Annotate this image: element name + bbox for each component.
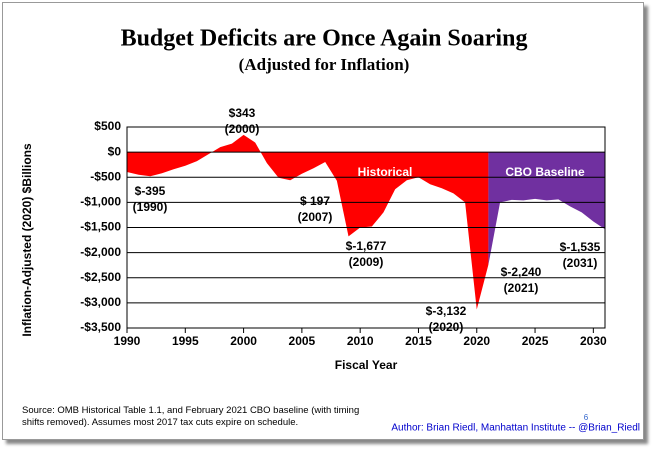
y-tick-label: -$2,500 [80,270,121,284]
chart-subtitle: (Adjusted for Inflation) [239,55,410,74]
y-tick-label: -$2,000 [80,245,121,259]
slide [2,2,644,440]
series-label: Historical [358,165,413,179]
series-label: CBO Baseline [505,165,585,179]
y-tick-label: -$3,500 [80,320,121,334]
y-tick-label: -$3,000 [80,295,121,309]
y-tick-label: -$1,000 [80,195,121,209]
source-note: Source: OMB Historical Table 1.1, and Fe… [22,405,360,428]
y-tick-label: -$1,500 [80,220,121,234]
data-label: $-395 (1990) [132,184,168,214]
y-tick-label: $500 [94,119,121,133]
x-tick-label: 1995 [172,334,199,348]
x-tick-label: 1990 [114,334,141,348]
data-label: $-2,240 (2021) [500,265,542,295]
x-tick-label: 2020 [463,334,490,348]
area [127,134,489,310]
data-label: $-1,677 (2009) [345,239,387,269]
y-axis-label: Inflation-Adjusted (2020) $Billions [20,143,34,337]
area [488,152,605,265]
x-axis-label: Fiscal Year [335,358,398,372]
x-tick-label: 2010 [347,334,374,348]
y-tick-label: -$500 [90,169,121,183]
author: Author: Brian Riedl, Manhattan Institute… [391,423,640,434]
plot-frame [126,126,606,329]
data-label: $-3,132 (2020) [425,304,467,334]
x-tick-label: 2015 [405,334,432,348]
y-tick-label: $0 [108,144,122,158]
data-label: $343 (2000) [224,106,260,136]
x-tick-label: 2000 [230,334,257,348]
x-tick-label: 2030 [580,334,607,348]
x-tick-label: 2005 [289,334,316,348]
page-number: 6 [584,413,589,422]
chart-title: Budget Deficits are Once Again Soaring [121,26,528,52]
data-label: $ 197 (2007) [297,194,333,224]
data-label: $-1,535 (2031) [559,240,601,270]
x-tick-label: 2025 [522,334,549,348]
